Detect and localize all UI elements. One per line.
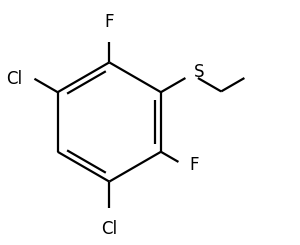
- Text: F: F: [104, 13, 114, 31]
- Text: S: S: [194, 63, 205, 81]
- Text: Cl: Cl: [101, 220, 117, 238]
- Text: F: F: [190, 156, 199, 174]
- Text: Cl: Cl: [6, 70, 22, 88]
